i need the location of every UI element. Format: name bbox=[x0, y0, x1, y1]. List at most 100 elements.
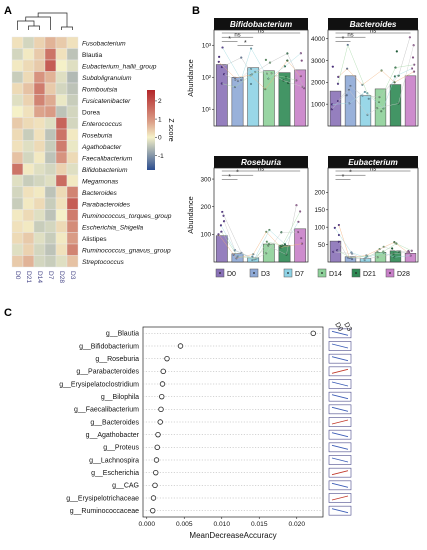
panel-label-a: A bbox=[4, 5, 12, 17]
heatmap-cell bbox=[11, 220, 24, 233]
heatmap-cell bbox=[11, 128, 24, 141]
heatmap-cell bbox=[33, 94, 46, 107]
mini-trend-line bbox=[331, 444, 349, 450]
heatmap-cell bbox=[55, 255, 68, 268]
significance-label: * bbox=[342, 36, 345, 43]
heatmap-row-label: Eubacterium_hallii_group bbox=[82, 63, 157, 70]
importance-point bbox=[160, 368, 166, 375]
heatmap-cell bbox=[66, 151, 79, 164]
facet-frame bbox=[327, 29, 419, 127]
bar bbox=[344, 256, 357, 263]
heatmap-cell bbox=[44, 174, 57, 187]
y-tick-label: 10³ bbox=[202, 43, 211, 50]
heatmap-column-label: D28 bbox=[58, 271, 65, 283]
heatmap-cell bbox=[11, 36, 24, 49]
colorbar-label: Z score bbox=[167, 118, 174, 141]
subject-trajectory bbox=[333, 246, 409, 261]
significance-label: ns bbox=[258, 28, 264, 34]
data-point bbox=[267, 243, 271, 246]
heatmap-column-label: D0 bbox=[14, 271, 21, 280]
significance-label: ns bbox=[234, 33, 240, 39]
heatmap-cell bbox=[22, 209, 35, 222]
importance-point bbox=[155, 431, 161, 438]
facet-frame bbox=[327, 167, 419, 263]
heatmap-cell bbox=[55, 163, 68, 176]
bar bbox=[262, 70, 275, 127]
heatmap-cell bbox=[22, 174, 35, 187]
y-tick-label: 10² bbox=[202, 75, 211, 82]
dendrogram-branch bbox=[61, 26, 73, 30]
y-tick-label: 100 bbox=[314, 224, 325, 231]
heatmap-cell bbox=[11, 117, 24, 130]
bar bbox=[231, 77, 244, 127]
heatmap-cell bbox=[22, 128, 35, 141]
data-point bbox=[411, 56, 415, 59]
importance-point bbox=[154, 444, 160, 451]
data-point bbox=[287, 81, 290, 85]
heatmap-cell bbox=[22, 48, 35, 61]
importance-point bbox=[177, 343, 184, 349]
subject-trajectory bbox=[337, 44, 415, 103]
subject-trajectory bbox=[222, 47, 302, 81]
heatmap-cell bbox=[66, 128, 79, 141]
bar bbox=[294, 228, 307, 263]
bar bbox=[344, 75, 357, 127]
heatmap-cell bbox=[55, 36, 68, 49]
heatmap-cell bbox=[33, 232, 46, 245]
bar bbox=[215, 64, 228, 127]
heatmap-cell bbox=[33, 140, 46, 153]
bar bbox=[404, 253, 417, 263]
feature-label: g__Bilophila bbox=[101, 394, 139, 401]
heatmap-row-label: Roseburia bbox=[82, 132, 112, 139]
heatmap-cell bbox=[11, 186, 24, 199]
feature-label: g__Parabacteroides bbox=[76, 369, 139, 376]
legend-label: D3 bbox=[261, 271, 270, 278]
mini-trend-line bbox=[331, 406, 349, 412]
data-point bbox=[221, 46, 224, 49]
data-point bbox=[333, 226, 336, 229]
heatmap-cell bbox=[66, 163, 79, 176]
heatmap-cell bbox=[55, 197, 68, 210]
feature-label: g__Lachnospira bbox=[89, 457, 139, 464]
importance-point bbox=[152, 482, 158, 489]
mini-trend-line bbox=[331, 343, 349, 349]
significance-label: * bbox=[228, 36, 231, 43]
mini-trend-line bbox=[331, 381, 349, 387]
mini-column-label: D3 bbox=[342, 322, 353, 333]
feature-label: g__Faecalibacterium bbox=[74, 407, 139, 414]
dendrogram-branch bbox=[17, 20, 35, 30]
importance-point bbox=[153, 457, 160, 463]
heatmap-cell bbox=[66, 232, 79, 245]
heatmap-row-label: Megamonas bbox=[82, 178, 119, 185]
subject-trajectory bbox=[337, 37, 411, 102]
subject-trajectory bbox=[338, 224, 409, 259]
data-point bbox=[251, 255, 254, 258]
feature-label: g__CAG bbox=[112, 483, 139, 490]
heatmap-row-label: Bifidobacterium bbox=[82, 167, 128, 174]
data-point bbox=[367, 97, 370, 100]
mini-trend-line bbox=[331, 495, 349, 501]
significance-label: * bbox=[349, 170, 352, 177]
significance-label: * bbox=[244, 40, 247, 47]
panel-label-c: C bbox=[4, 307, 12, 319]
heatmap-cell bbox=[11, 163, 24, 176]
legend-swatch-dot bbox=[321, 272, 323, 274]
heatmap-cell bbox=[11, 243, 24, 256]
heatmap-cell bbox=[55, 128, 68, 141]
data-point bbox=[302, 87, 306, 90]
data-point bbox=[376, 250, 379, 253]
heatmap-cell bbox=[11, 174, 24, 187]
heatmap-cell bbox=[66, 174, 79, 187]
heatmap-cell bbox=[22, 255, 35, 268]
facet-title: Bifidobacterium bbox=[230, 20, 292, 29]
heatmap-cell bbox=[66, 243, 79, 256]
x-tick-label: 0.015 bbox=[251, 521, 268, 528]
heatmap-cell bbox=[33, 82, 46, 95]
data-point bbox=[218, 55, 221, 58]
heatmap-cell bbox=[22, 59, 35, 72]
heatmap-cell bbox=[44, 209, 57, 222]
subject-trajectory bbox=[331, 68, 413, 109]
significance-label: * bbox=[236, 170, 239, 177]
significance-label: ns bbox=[258, 166, 264, 172]
bar bbox=[215, 235, 228, 263]
